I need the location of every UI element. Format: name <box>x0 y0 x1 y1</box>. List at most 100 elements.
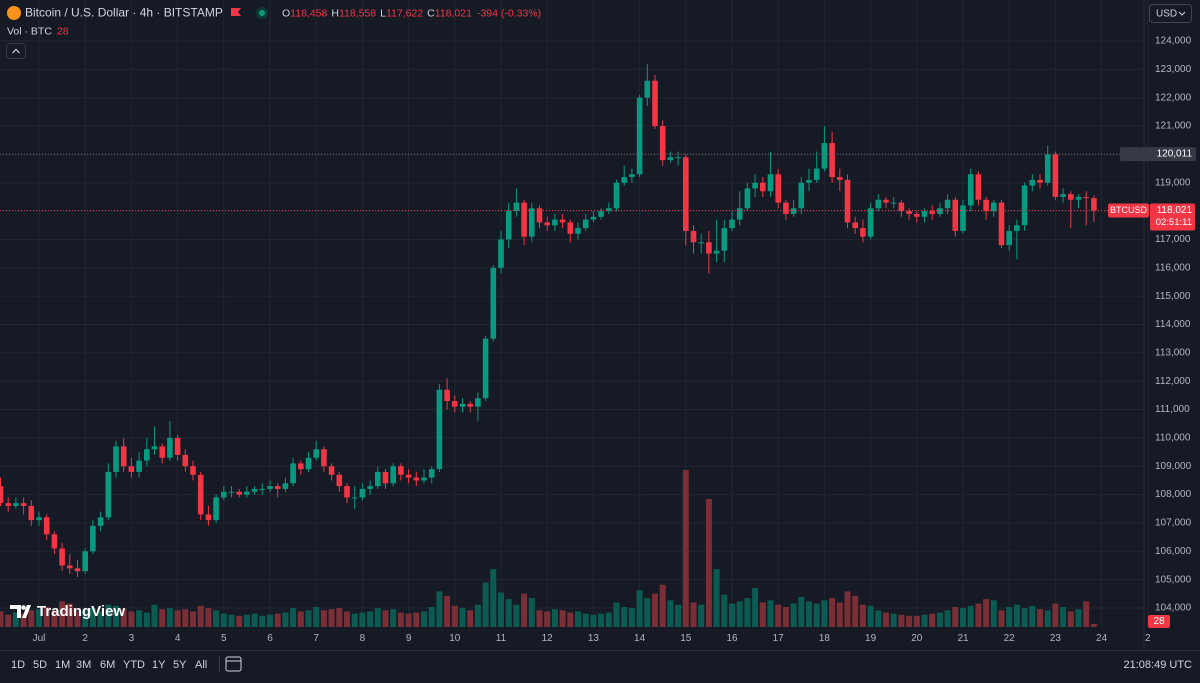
y-tick-label: 114,000 <box>1155 319 1191 330</box>
candle-body <box>960 205 966 231</box>
candle-body <box>698 242 704 244</box>
volume-bar <box>883 612 889 627</box>
logo-text[interactable]: TradingView <box>37 603 125 620</box>
change: -394 (-0.33%) <box>477 7 541 19</box>
y-tick-label: 106,000 <box>1155 546 1192 557</box>
candle-body <box>1044 154 1051 183</box>
candle-body <box>606 208 612 212</box>
y-tick-label: 112,000 <box>1155 376 1191 387</box>
volume-bar <box>721 594 728 627</box>
volume-bar <box>836 602 843 627</box>
candle-body <box>28 505 35 521</box>
x-tick-label: Jul <box>33 633 46 644</box>
y-tick-label: 104,000 <box>1155 603 1192 614</box>
candle-body <box>236 491 242 495</box>
candle-body <box>59 548 65 566</box>
logo-icon <box>10 605 31 618</box>
volume-bar <box>1013 604 1020 627</box>
symbol-title[interactable]: Bitcoin / U.S. Dollar · 4h · BITSTAMP <box>25 6 223 20</box>
candle-body <box>952 199 959 231</box>
candle-body <box>890 202 897 204</box>
volume-bar <box>367 611 374 627</box>
candle-body <box>367 486 373 489</box>
candle-body <box>282 483 289 489</box>
flag-icon[interactable] <box>231 8 241 16</box>
clock[interactable]: 21:08:49 UTC <box>1124 659 1193 671</box>
candle-body <box>36 517 42 521</box>
candle-body <box>182 454 189 467</box>
candle-body <box>290 463 296 484</box>
volume-bar <box>82 610 89 627</box>
candle-body <box>1083 196 1089 199</box>
candle-body <box>74 568 81 572</box>
range-button[interactable]: 1M <box>55 659 70 671</box>
candle-body <box>837 177 843 180</box>
range-button[interactable]: 6M <box>100 659 115 671</box>
candle-body <box>790 208 797 214</box>
candle-body <box>259 488 266 490</box>
volume-bar <box>36 609 42 627</box>
candle-body <box>998 202 1005 246</box>
volume-bar <box>390 609 397 627</box>
volume-bar <box>659 584 666 627</box>
volume-bar <box>798 596 805 627</box>
x-tick-label: 19 <box>865 633 877 644</box>
range-button[interactable]: YTD <box>123 659 145 671</box>
y-tick-label: 105,000 <box>1155 574 1192 585</box>
range-button[interactable]: All <box>195 659 207 671</box>
volume-bar <box>598 613 605 627</box>
x-tick-label: 9 <box>406 633 412 644</box>
candle-body <box>382 471 389 484</box>
volume-bar <box>74 611 81 627</box>
candle-body <box>582 219 589 229</box>
candle-body <box>190 466 196 475</box>
candle-body <box>321 449 327 467</box>
candle-body <box>482 338 489 399</box>
x-tick-label: 6 <box>267 633 273 644</box>
date-range-icon[interactable] <box>225 656 242 672</box>
x-tick-label: 17 <box>773 633 785 644</box>
candle-body <box>937 208 943 214</box>
volume-bar <box>921 614 928 627</box>
volume-bar <box>20 613 27 627</box>
volume-bar <box>521 593 528 627</box>
candle-body <box>991 202 997 212</box>
y-tick-label: 117,000 <box>1155 234 1191 245</box>
volume-bar <box>120 609 127 627</box>
volume-bar <box>605 612 612 627</box>
candle-body <box>729 219 735 229</box>
candle-body <box>467 403 473 407</box>
candle-body <box>1029 179 1036 186</box>
candle-body <box>929 211 935 214</box>
volume-bar <box>960 608 966 627</box>
candle-body <box>244 491 250 495</box>
volume-bar <box>544 611 551 627</box>
volume-bar <box>213 610 220 627</box>
volume-bar <box>983 599 990 627</box>
collapse-button[interactable] <box>6 43 26 59</box>
range-button[interactable]: 1D <box>11 659 25 671</box>
candle-body <box>159 446 165 458</box>
range-button[interactable]: 5Y <box>173 659 187 671</box>
volume-bar <box>1075 609 1082 627</box>
volume-bar <box>159 609 166 627</box>
volume-bar <box>351 613 358 627</box>
volume-bar <box>143 612 150 627</box>
y-tick-label: 110,000 <box>1155 433 1191 444</box>
volume-badge-label: 28 <box>1153 616 1165 627</box>
candle-body <box>1037 179 1043 183</box>
coin-icon <box>7 6 21 20</box>
toolbar: 1D 5D 1M 3M 6M YTD 1Y 5Y All <box>11 659 207 671</box>
volume-bar <box>205 608 212 627</box>
volume-value: 28 <box>57 25 69 37</box>
range-button[interactable]: 1Y <box>152 659 166 671</box>
range-button[interactable]: 5D <box>33 659 47 671</box>
currency-button[interactable] <box>1149 4 1192 23</box>
volume-bar <box>906 615 913 627</box>
candle-body <box>559 219 566 223</box>
candle-body <box>544 222 550 226</box>
candle-body <box>598 211 604 217</box>
range-button[interactable]: 3M <box>76 659 91 671</box>
volume-bar <box>1029 605 1036 627</box>
candle-body <box>659 126 666 161</box>
